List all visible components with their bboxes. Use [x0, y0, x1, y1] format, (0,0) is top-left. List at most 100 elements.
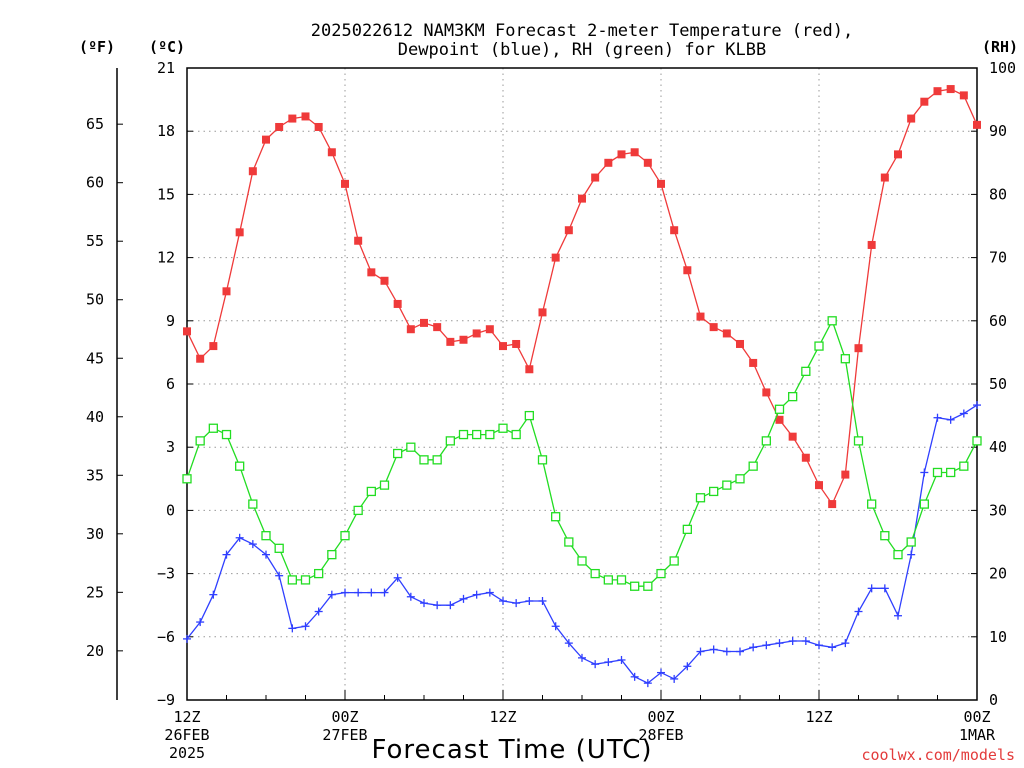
x-tick-label: 2025: [169, 744, 205, 762]
rh-point: [814, 341, 824, 351]
rh-point: [458, 429, 469, 440]
rh-tick-label: 30: [989, 501, 1007, 519]
dewpoint-point: [775, 639, 784, 648]
dewpoint-point: [736, 647, 744, 656]
x-tick-label: 00Z: [963, 708, 990, 726]
rh-point: [748, 461, 758, 471]
rh-point: [485, 429, 495, 440]
temperature-point: [749, 358, 758, 367]
rh-point: [274, 543, 284, 553]
rh-point: [537, 455, 548, 465]
dewpoint-point: [696, 647, 705, 656]
rh-point: [709, 486, 719, 497]
celsius-tick-label: −9: [157, 691, 175, 709]
temperature-point: [183, 327, 191, 336]
celsius-tick-label: 15: [157, 185, 175, 203]
dewpoint-point: [591, 660, 600, 669]
temperature-point: [248, 167, 257, 176]
rh-tick-label: 50: [989, 375, 1007, 393]
rh-point: [630, 581, 640, 591]
rh-tick-label: 60: [989, 312, 1007, 330]
rh-point: [261, 531, 271, 541]
dewpoint-series: [183, 401, 981, 688]
dewpoint-point: [380, 588, 389, 597]
rh-point: [867, 499, 877, 509]
dewpoint-point: [920, 468, 929, 477]
temperature-point: [907, 114, 916, 123]
temperature-point: [512, 339, 521, 348]
temperature-point: [433, 323, 442, 332]
rh-point: [472, 429, 482, 440]
rh-unit-label: (RH): [982, 38, 1018, 56]
rh-point: [774, 404, 785, 414]
temperature-point: [235, 228, 244, 237]
temperature-point: [841, 470, 850, 479]
temperature-point: [722, 329, 731, 338]
dewpoint-point: [485, 588, 494, 597]
rh-point: [932, 467, 943, 478]
temperature-point: [485, 325, 494, 334]
dewpoint-point: [183, 634, 191, 643]
temperature-point: [815, 481, 823, 490]
temperature-point: [920, 97, 929, 106]
temperature-point: [406, 325, 415, 334]
dewpoint-point: [709, 645, 718, 654]
temperature-point: [683, 266, 692, 275]
dewpoint-point: [683, 662, 692, 671]
dewpoint-point: [222, 550, 231, 559]
temperature-point: [327, 148, 336, 157]
temperature-point: [670, 226, 679, 235]
celsius-tick-label: 18: [157, 122, 175, 140]
temperature-point: [525, 365, 534, 374]
temperature-point: [367, 268, 376, 277]
temperature-point: [209, 342, 218, 351]
dewpoint-point: [341, 588, 349, 597]
rh-point: [340, 531, 350, 541]
rh-tick-label: 40: [989, 438, 1007, 456]
temperature-point: [696, 312, 705, 321]
rh-point: [840, 354, 850, 364]
rh-point: [656, 568, 666, 579]
dewpoint-point: [880, 584, 889, 593]
fahrenheit-tick-label: 55: [86, 232, 104, 250]
dewpoint-point: [446, 601, 455, 610]
x-tick-label: 00Z: [647, 708, 674, 726]
dewpoint-point: [946, 415, 955, 424]
temperature-point: [288, 114, 297, 123]
temperature-point: [499, 342, 507, 351]
rh-point: [959, 461, 969, 471]
rh-point: [827, 316, 837, 326]
temperature-point: [867, 240, 876, 249]
dewpoint-point: [722, 647, 731, 656]
dewpoint-point: [630, 672, 639, 681]
rh-point: [511, 429, 521, 440]
temperature-point: [262, 135, 270, 144]
rh-point: [182, 474, 192, 484]
temperature-point: [314, 122, 323, 131]
dewpoint-point: [420, 599, 428, 608]
dewpoint-point: [643, 679, 652, 688]
rh-point: [564, 537, 574, 547]
x-tick-label: 12Z: [173, 708, 200, 726]
dewpoint-point: [367, 588, 376, 597]
series-layer: [182, 85, 982, 688]
dewpoint-point: [617, 655, 626, 664]
temperature-point: [301, 112, 310, 121]
temperature-point: [564, 226, 573, 235]
temperature-point: [709, 323, 718, 332]
rh-point: [722, 480, 732, 490]
celsius-tick-label: 21: [157, 59, 175, 77]
dewpoint-point: [907, 550, 916, 559]
fahrenheit-unit-label: (ºF): [79, 38, 115, 56]
dewpoint-point: [209, 590, 218, 599]
dewpoint-point: [867, 584, 876, 593]
fahrenheit-tick-label: 20: [86, 642, 104, 660]
rh-point: [735, 474, 745, 484]
temperature-point: [880, 173, 889, 182]
rh-point: [853, 436, 864, 446]
dewpoint-point: [538, 596, 547, 605]
fahrenheit-tick-label: 40: [86, 408, 104, 426]
temperature-point: [973, 120, 981, 129]
rh-point: [695, 493, 706, 503]
dewpoint-point: [854, 607, 863, 616]
